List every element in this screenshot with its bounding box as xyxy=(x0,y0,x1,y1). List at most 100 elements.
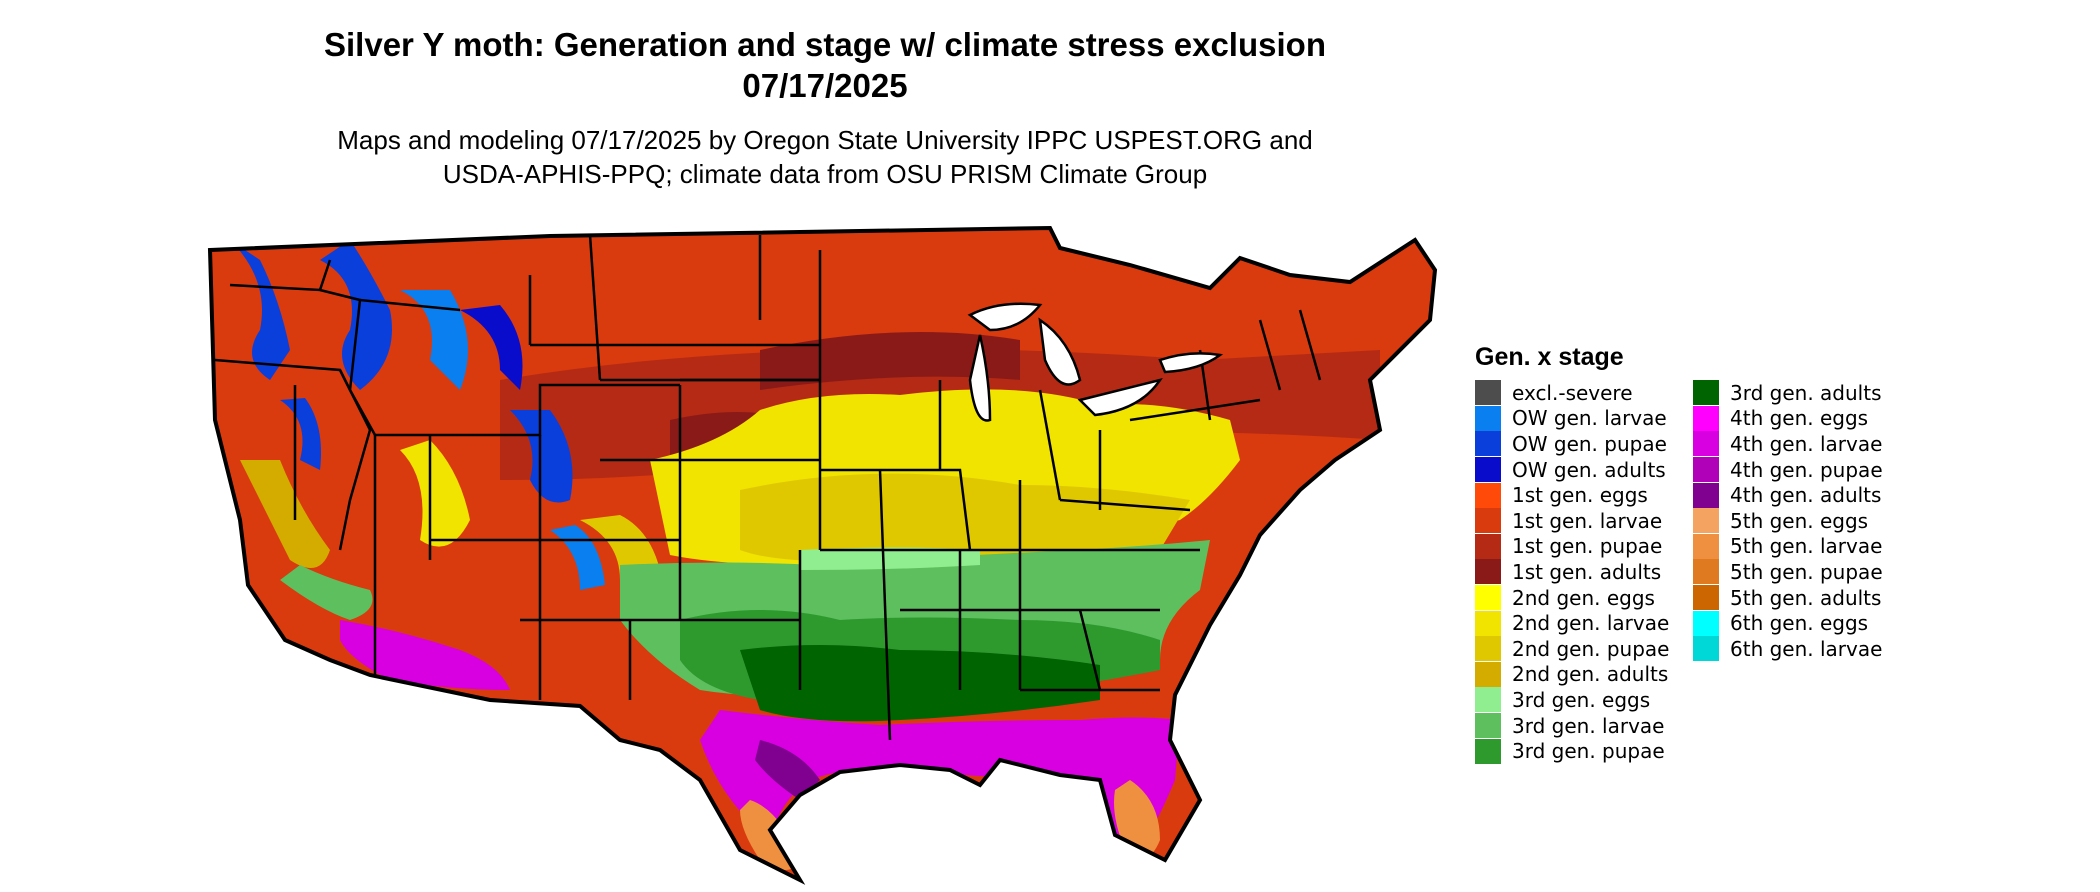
region-ow-gen-pupae xyxy=(320,240,392,390)
legend-title: Gen. x stage xyxy=(1475,343,1624,371)
legend-label: 1st gen. adults xyxy=(1512,559,1662,584)
legend-item: 2nd gen. eggs xyxy=(1475,585,1669,611)
legend-label: 4th gen. adults xyxy=(1730,483,1882,508)
map-subtitle: Maps and modeling 07/17/2025 by Oregon S… xyxy=(230,123,1420,191)
legend-label: OW gen. pupae xyxy=(1512,431,1667,456)
region-2nd-gen-adults xyxy=(240,460,330,568)
us-map xyxy=(208,226,1437,882)
legend-swatch xyxy=(1475,661,1501,687)
map-title: Silver Y moth: Generation and stage w/ c… xyxy=(230,24,1420,106)
legend-label: 3rd gen. larvae xyxy=(1512,713,1665,738)
state-boundaries xyxy=(214,234,1322,741)
legend-swatch xyxy=(1693,380,1719,406)
legend-swatch xyxy=(1693,636,1719,662)
legend-label: 2nd gen. larvae xyxy=(1512,611,1670,636)
legend-swatch xyxy=(1693,405,1719,431)
legend-item: 4th gen. eggs xyxy=(1693,405,1883,432)
legend-column-1: excl.-severe OW gen. larvae OW gen. pupae O… xyxy=(1475,380,1669,764)
legend-swatch xyxy=(1693,482,1719,508)
legend-swatch xyxy=(1475,431,1501,457)
legend-item: 1st gen. larvae xyxy=(1475,508,1669,534)
region-ow-gen-larvae xyxy=(400,290,468,390)
region-3rd-gen-adults xyxy=(740,645,1100,722)
legend-item: 2nd gen. larvae xyxy=(1475,610,1669,636)
region-1st-gen-adults xyxy=(760,332,1020,390)
stage-regions xyxy=(210,228,1435,880)
legend-label: 6th gen. larvae xyxy=(1730,636,1883,661)
region-ow-gen-pupae xyxy=(230,240,290,380)
legend-item: 5th gen. eggs xyxy=(1693,508,1883,534)
legend-swatch xyxy=(1693,585,1719,611)
legend-swatch xyxy=(1693,457,1719,483)
legend-item: OW gen. larvae xyxy=(1475,405,1669,432)
legend-item: excl.-severe xyxy=(1475,380,1669,406)
legend-item: OW gen. adults xyxy=(1475,457,1669,483)
legend-swatch xyxy=(1475,559,1501,585)
legend-label: 4th gen. pupae xyxy=(1730,457,1883,482)
legend-label: 2nd gen. adults xyxy=(1512,662,1669,687)
legend-label: 1st gen. larvae xyxy=(1512,508,1663,533)
title-line-2: 07/17/2025 xyxy=(742,67,908,104)
legend-item: OW gen. pupae xyxy=(1475,431,1669,457)
region-4th-gen-adults xyxy=(755,740,820,800)
region-4th-gen-larvae xyxy=(340,620,510,690)
legend-item: 3rd gen. pupae xyxy=(1475,738,1669,764)
legend-swatch xyxy=(1475,457,1501,483)
legend-label: 3rd gen. adults xyxy=(1730,380,1882,405)
legend-swatch xyxy=(1693,610,1719,636)
legend-label: 1st gen. pupae xyxy=(1512,534,1663,559)
legend-swatch xyxy=(1693,508,1719,534)
subtitle-line-1: Maps and modeling 07/17/2025 by Oregon S… xyxy=(337,125,1313,155)
region-4th-gen-larvae xyxy=(700,710,1180,860)
legend-label: 1st gen. eggs xyxy=(1512,483,1648,508)
region-2nd-gen-larvae xyxy=(400,440,470,547)
legend-item: 3rd gen. adults xyxy=(1693,380,1883,406)
region-3rd-gen-eggs xyxy=(800,547,980,570)
legend-label: 3rd gen. eggs xyxy=(1512,687,1651,712)
legend-item: 6th gen. eggs xyxy=(1693,610,1883,636)
legend-item: 4th gen. larvae xyxy=(1693,431,1883,457)
great-lakes xyxy=(967,302,1224,422)
legend-swatch xyxy=(1475,533,1501,559)
legend-item: 3rd gen. eggs xyxy=(1475,687,1669,713)
legend-swatch xyxy=(1475,405,1501,431)
legend-label: 5th gen. pupae xyxy=(1730,559,1883,584)
legend-swatch xyxy=(1693,559,1719,585)
legend-item: 4th gen. adults xyxy=(1693,482,1883,508)
legend-swatch xyxy=(1475,508,1501,534)
legend-label: 2nd gen. eggs xyxy=(1512,585,1655,610)
legend-swatch xyxy=(1475,713,1501,739)
legend-label: 5th gen. adults xyxy=(1730,585,1882,610)
legend-item: 4th gen. pupae xyxy=(1693,457,1883,483)
legend-swatch xyxy=(1475,636,1501,662)
legend-label: 4th gen. larvae xyxy=(1730,431,1883,456)
legend-column-2: 3rd gen. adults 4th gen. eggs 4th gen. lar… xyxy=(1693,380,1883,662)
legend-item: 2nd gen. pupae xyxy=(1475,636,1669,662)
legend-label: OW gen. larvae xyxy=(1512,406,1667,431)
legend-swatch xyxy=(1693,431,1719,457)
subtitle-line-2: USDA-APHIS-PPQ; climate data from OSU PR… xyxy=(442,159,1208,189)
region-3rd-gen-larvae xyxy=(280,565,373,620)
legend-label: 3rd gen. pupae xyxy=(1512,739,1665,764)
legend-item: 1st gen. adults xyxy=(1475,559,1669,585)
legend-swatch xyxy=(1475,585,1501,611)
legend-item: 3rd gen. larvae xyxy=(1475,713,1669,739)
legend-label: 6th gen. eggs xyxy=(1730,611,1869,636)
region-ow-gen-adults xyxy=(460,305,523,390)
legend-item: 1st gen. eggs xyxy=(1475,482,1669,508)
legend-swatch xyxy=(1475,482,1501,508)
legend-label: 2nd gen. pupae xyxy=(1512,636,1670,661)
legend-swatch xyxy=(1475,738,1501,764)
legend-swatch xyxy=(1475,687,1501,713)
legend-item: 2nd gen. adults xyxy=(1475,661,1669,688)
legend-label: 5th gen. larvae xyxy=(1730,534,1883,559)
legend-label: 4th gen. eggs xyxy=(1730,406,1869,431)
legend-swatch xyxy=(1693,533,1719,559)
title-line-1: Silver Y moth: Generation and stage w/ c… xyxy=(324,26,1326,63)
legend-swatch xyxy=(1475,610,1501,636)
legend-item: 5th gen. larvae xyxy=(1693,533,1883,560)
region-ow-gen-pupae xyxy=(280,398,321,470)
legend-label: OW gen. adults xyxy=(1512,457,1666,482)
legend-item: 5th gen. pupae xyxy=(1693,559,1883,585)
